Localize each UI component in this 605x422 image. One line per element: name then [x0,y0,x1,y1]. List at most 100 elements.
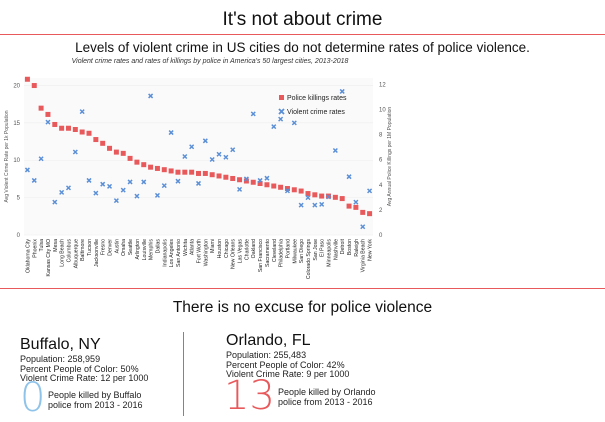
violent-crime-point [107,183,113,189]
violent-crime-point [353,199,359,205]
x-tick-label: Charlotte [244,239,250,260]
x-tick-label: Colorado Springs [306,239,312,279]
police-killings-point [52,121,58,127]
x-tick-label: Boston [347,239,353,255]
y-tick-label: 10 [13,158,20,164]
orlando-crime-rate: Violent Crime Rate: 9 per 1000 [226,369,350,379]
police-killings-point [216,173,222,179]
violent-crime-point [271,124,277,130]
violent-crime-point [175,178,181,184]
violent-crime-point [237,186,243,192]
page-subtitle: Levels of violent crime in US cities do … [75,40,530,55]
violent-crime-point [154,192,160,198]
police-killings-point [161,167,167,173]
legend-crime-label: Violent crime rates [287,109,345,116]
x-tick-label: Raleigh [354,239,360,257]
x-tick-label: Seattle [128,239,134,255]
x-tick-label: El Paso [320,239,326,257]
violent-crime-point [93,190,99,196]
violent-crime-point [312,202,318,208]
x-tick-label: Sacramento [265,239,271,267]
orlando-killed-count: 13 [224,373,275,419]
police-killings-point [175,169,181,175]
police-killings-point [113,149,119,155]
police-killings-point [237,177,243,183]
x-tick-label: Detroit [340,238,346,254]
orlando-population: Population: 255,483 [226,350,307,360]
section-divider [0,288,605,289]
police-killings-point [107,145,113,151]
violent-crime-point [168,130,174,136]
x-tick-label: Oklahoma City [25,239,31,273]
x-tick-label: Nashville [333,239,339,260]
police-killings-point [38,105,44,111]
violent-crime-point [148,93,154,99]
police-killings-point [284,186,290,192]
violent-crime-point [209,156,215,163]
x-tick-label: Indianapolis [162,239,168,267]
police-killings-point [45,111,51,117]
x-tick-label: Los Angeles [169,239,175,268]
orlando-killed-label: People killed by Orlando police from 201… [278,387,376,407]
buffalo-killed-line-2: police from 2013 - 2016 [48,400,143,410]
buffalo-killed-line-1: People killed by Buffalo [48,390,142,400]
violent-crime-point [100,181,106,187]
violent-crime-point [86,177,92,183]
violent-crime-point [332,147,338,154]
police-killings-point [332,194,338,200]
violent-crime-point [243,176,249,182]
violent-crime-point [250,111,256,117]
violent-crime-point [161,183,167,189]
violent-crime-point [120,187,126,193]
violent-crime-point [264,175,270,181]
police-killings-point [209,172,215,178]
police-killings-point [79,129,85,135]
x-tick-label: Milwaukee [292,239,298,264]
orlando-card: Orlando, FL Population: 255,483 Percent … [226,332,349,380]
x-tick-label: Kansas City MO [46,239,52,276]
buffalo-population: Population: 258,959 [20,354,101,364]
x-tick-label: Long Beach [60,239,66,267]
legend-crime-icon [278,108,285,115]
x-tick-label: Tucson [87,239,93,256]
x-tick-label: Houston [217,239,223,258]
x-tick-label: Albuquerque [73,239,79,269]
violent-crime-point [284,188,290,194]
x-tick-label: San Jose [313,239,319,261]
police-killings-point [154,165,160,171]
x-tick-label: Wichita [183,239,189,256]
x-tick-label: Jacksonville [94,239,100,267]
x-tick-label: Philadelphia [279,239,285,267]
orlando-city-name: Orlando, FL [226,332,311,349]
police-killings-point [360,209,366,215]
violent-crime-point [195,180,202,186]
x-tick-label: Portland [285,239,291,258]
y-axis-label: Avg Violent Crime Rate per 1k Population [4,110,10,202]
violent-crime-point [216,151,222,157]
buffalo-killed-label: People killed by Buffalo police from 201… [48,390,143,410]
violent-crime-point [134,193,140,199]
violent-crime-point [45,119,51,125]
violent-crime-point [230,147,236,153]
x-tick-label: Chicago [224,239,230,258]
violent-crime-point [141,179,147,185]
buffalo-card: Buffalo, NY Population: 258,959 Percent … [20,336,148,384]
violent-crime-point [325,194,332,200]
y2-tick-label: 10 [379,107,386,113]
x-tick-label: Austin [114,239,120,254]
buffalo-killed-count: 0 [20,375,46,421]
police-killings-point [271,183,277,189]
orlando-killed-line-2: police from 2013 - 2016 [278,397,373,407]
x-tick-label: Mesa [53,239,59,252]
x-tick-label: Phoenix [32,239,38,258]
police-killings-point [59,125,65,131]
buffalo-poc: Percent People of Color: 50% [20,363,139,374]
violent-crime-point [189,144,195,150]
violent-crime-point [113,198,119,204]
violent-crime-point [127,179,133,185]
violent-crime-point [223,154,229,160]
x-tick-label: Arlington [135,239,141,260]
police-killings-point [86,130,92,136]
violent-crime-point [360,224,366,230]
violent-crime-point [257,177,263,183]
